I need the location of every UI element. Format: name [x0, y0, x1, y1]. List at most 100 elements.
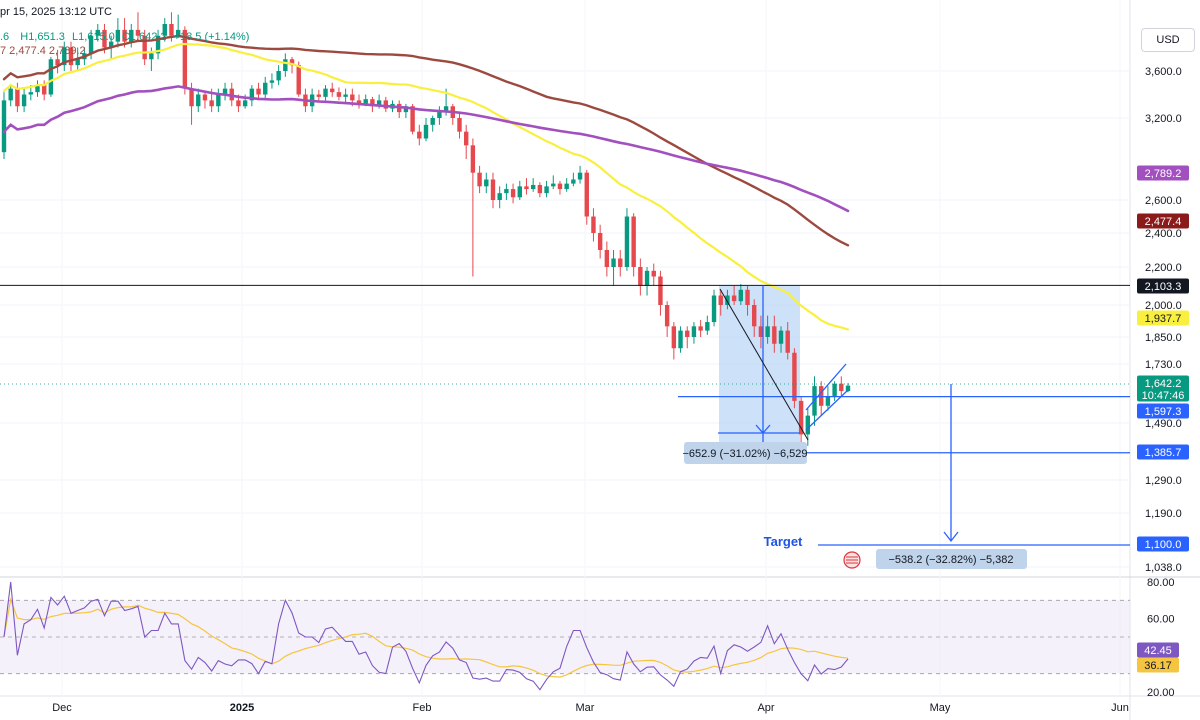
candle: [597, 224, 603, 259]
candle-body: [88, 35, 94, 54]
candle-body: [55, 59, 60, 66]
measure-box: [719, 285, 800, 461]
measure-label-box-2: [876, 549, 1027, 569]
candle: [356, 94, 362, 109]
candle: [691, 322, 697, 344]
candle: [731, 286, 737, 305]
candle-body: [443, 106, 449, 113]
candle-body: [256, 88, 261, 95]
candle: [55, 49, 60, 74]
candle-body: [350, 94, 355, 101]
candle: [738, 284, 744, 305]
candle: [68, 41, 74, 71]
flag-icon: [843, 551, 861, 569]
candle-body: [825, 395, 831, 406]
price-tag-label: 2,103.3: [1145, 281, 1182, 293]
candle-body: [631, 216, 636, 267]
candle-body: [28, 92, 33, 95]
candle: [551, 175, 556, 190]
candle-body: [772, 326, 777, 344]
candle-body: [162, 24, 167, 36]
candle-body: [530, 184, 536, 190]
price-tag-label: 2,477.4: [1145, 216, 1182, 228]
candle: [95, 24, 100, 42]
candle-body: [363, 99, 368, 104]
candle: [557, 180, 563, 195]
candle-body: [618, 258, 623, 267]
candle-body: [457, 118, 462, 132]
ohlc-open: .6: [0, 31, 10, 43]
candle-body: [122, 29, 127, 42]
trend-line: [719, 288, 809, 441]
candle: [604, 241, 610, 277]
candle: [62, 41, 67, 71]
candle-body: [75, 59, 80, 66]
candle: [48, 56, 54, 97]
candle: [544, 180, 549, 198]
candle: [611, 250, 616, 286]
target-label: Target: [764, 534, 803, 549]
candle: [772, 315, 777, 353]
candle: [517, 180, 522, 200]
candle: [122, 18, 127, 48]
rsi-tag: [1137, 657, 1179, 673]
rsi-tag-label: 36.17: [1144, 660, 1172, 672]
rsi-band: [0, 600, 1130, 674]
candle-body: [189, 88, 194, 107]
candle-body: [678, 330, 683, 349]
candle-body: [222, 88, 228, 95]
candle: [336, 87, 342, 101]
candle: [450, 103, 455, 125]
candle: [330, 82, 335, 97]
candle-body: [8, 88, 13, 101]
candle-body: [571, 179, 576, 184]
candle: [155, 29, 161, 60]
candle-body: [477, 172, 482, 187]
candle: [752, 299, 757, 337]
candle: [671, 322, 677, 360]
candle: [530, 178, 536, 192]
candle: [685, 326, 690, 349]
candle-body: [819, 386, 824, 406]
candle-body: [410, 106, 415, 132]
candle-body: [376, 100, 382, 107]
candle-body: [671, 326, 677, 349]
candle-body: [202, 94, 208, 101]
candle-body: [778, 330, 784, 344]
candle: [819, 381, 824, 416]
candle-body: [597, 233, 603, 250]
candle-body: [644, 270, 650, 286]
currency-button[interactable]: USD: [1141, 28, 1195, 52]
candle-body: [155, 35, 161, 54]
candle-body: [638, 267, 643, 286]
candle: [142, 29, 147, 66]
candle-body: [276, 71, 281, 81]
candle-body: [417, 131, 422, 139]
candle: [216, 88, 221, 113]
time-axis-label: May: [930, 702, 951, 714]
candle-body: [21, 94, 27, 107]
candle: [21, 88, 27, 113]
candle-body: [62, 47, 67, 66]
candle: [289, 56, 295, 74]
candle-body: [524, 186, 529, 190]
candle: [430, 115, 435, 132]
candle: [678, 326, 683, 353]
candle: [202, 92, 208, 109]
candle-body: [805, 415, 811, 435]
price-tag-label: 1,385.7: [1145, 447, 1182, 459]
candle: [383, 96, 389, 113]
candle-body: [765, 326, 770, 337]
candle: [631, 213, 636, 277]
candle-body: [484, 179, 489, 187]
candle: [1, 92, 7, 159]
price-tag-label: 1,597.3: [1145, 406, 1182, 418]
candle-body: [758, 326, 764, 337]
candle-body: [149, 53, 154, 60]
candle: [725, 289, 730, 310]
candle: [115, 18, 121, 48]
price-tag: [1137, 444, 1189, 460]
candle-body: [216, 94, 221, 107]
candle: [423, 118, 429, 142]
